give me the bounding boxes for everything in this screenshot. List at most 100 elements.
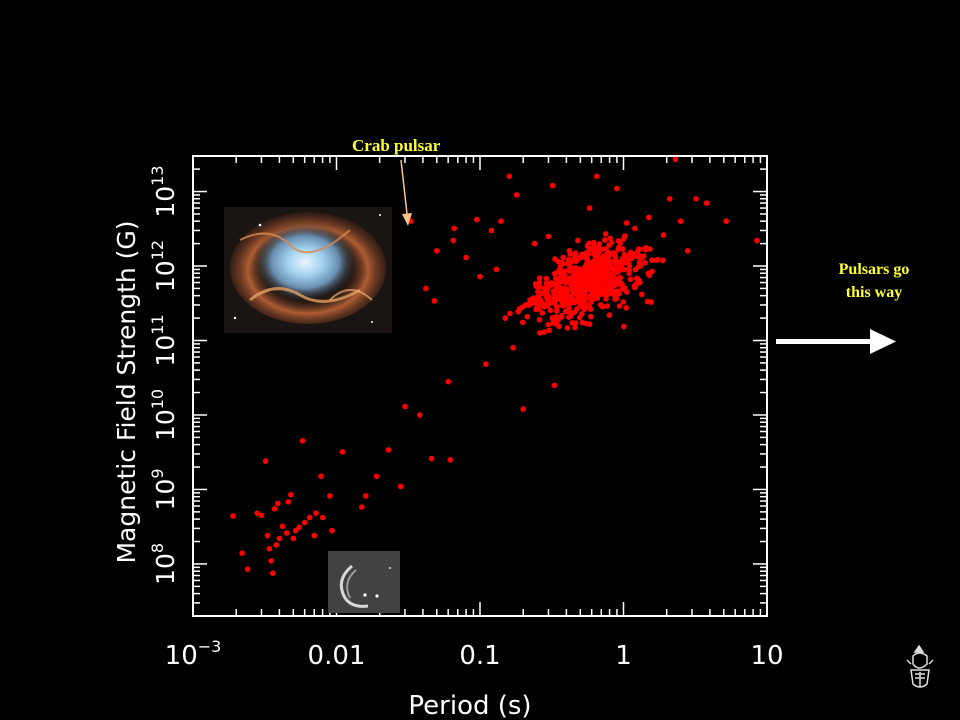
data-point (635, 253, 642, 260)
data-point (572, 250, 579, 256)
data-point (311, 532, 318, 539)
data-point (519, 319, 526, 326)
data-point (502, 315, 509, 321)
data-point (568, 276, 574, 283)
data-point (373, 473, 380, 480)
data-point (589, 268, 596, 275)
data-point (537, 297, 544, 304)
data-point (582, 254, 589, 261)
data-point (569, 292, 575, 299)
x-tick-labels: 10−3 0.01 0.1 1 10 (165, 637, 784, 671)
data-point (552, 281, 558, 287)
data-point (575, 237, 581, 244)
x-tick-label: 10 (750, 641, 783, 671)
data-point (576, 314, 583, 321)
direction-note-line-2: this way (845, 284, 903, 301)
data-point (258, 512, 265, 519)
data-point (428, 455, 435, 462)
data-point (555, 296, 562, 302)
data-point (619, 281, 625, 288)
data-point (576, 288, 583, 295)
data-point (578, 274, 584, 280)
data-point (619, 261, 625, 268)
data-point (572, 320, 579, 326)
data-point (566, 306, 572, 312)
data-point (592, 277, 598, 283)
data-point (608, 240, 615, 246)
data-point (615, 246, 622, 253)
data-point (488, 227, 495, 234)
data-point (693, 196, 699, 202)
data-point (416, 412, 423, 418)
data-point (555, 269, 561, 275)
data-point (611, 251, 617, 258)
y-tick-label: 1011 (148, 314, 180, 366)
data-point (596, 241, 603, 247)
data-point (463, 254, 469, 261)
data-point (579, 251, 585, 258)
data-point (627, 249, 634, 256)
data-point (536, 316, 543, 323)
data-point (614, 185, 620, 192)
data-point (573, 272, 580, 279)
data-point (595, 249, 602, 256)
data-point (532, 299, 538, 306)
data-point (583, 264, 589, 270)
data-point (558, 312, 565, 319)
data-point (285, 499, 291, 505)
data-point (666, 196, 673, 202)
data-point (566, 256, 572, 263)
data-point (649, 257, 655, 264)
crab-nebula-image (224, 207, 392, 333)
x-tick-label: 0.1 (459, 641, 500, 671)
data-point (513, 192, 520, 198)
data-point (607, 235, 613, 242)
data-point (532, 281, 539, 287)
data-point (534, 303, 540, 310)
data-point (754, 237, 760, 244)
data-point (585, 251, 592, 257)
data-point (276, 535, 283, 542)
data-point (596, 265, 602, 272)
data-point (593, 291, 600, 298)
data-point (613, 261, 620, 268)
data-point (359, 504, 365, 510)
data-point (677, 218, 684, 224)
data-point (450, 237, 457, 244)
data-point (493, 266, 500, 273)
data-point (581, 285, 588, 292)
data-point (619, 286, 626, 292)
data-point (550, 288, 557, 295)
data-point (559, 260, 565, 266)
data-point (605, 249, 612, 256)
data-point (564, 325, 571, 331)
data-point (562, 294, 569, 301)
data-point (562, 274, 569, 281)
data-point (560, 254, 566, 261)
data-point (684, 248, 691, 254)
data-point (283, 530, 290, 536)
data-point (577, 282, 583, 289)
data-point (545, 301, 551, 308)
data-point (602, 272, 609, 279)
data-point (593, 173, 600, 180)
data-point (571, 299, 577, 306)
pulsar-xray-image (328, 551, 400, 613)
data-point (431, 298, 438, 304)
data-point (590, 263, 596, 269)
data-point (558, 285, 565, 292)
data-point (573, 258, 579, 265)
data-point (539, 310, 546, 316)
data-point (516, 306, 523, 312)
data-point (646, 214, 652, 221)
data-point (549, 182, 556, 189)
data-point (577, 278, 584, 285)
data-point (636, 259, 643, 266)
data-point (588, 313, 594, 320)
data-point (554, 308, 560, 314)
data-point (301, 519, 308, 526)
data-point (613, 295, 620, 302)
data-point (434, 248, 440, 254)
data-point (268, 558, 274, 564)
data-point (626, 270, 632, 277)
